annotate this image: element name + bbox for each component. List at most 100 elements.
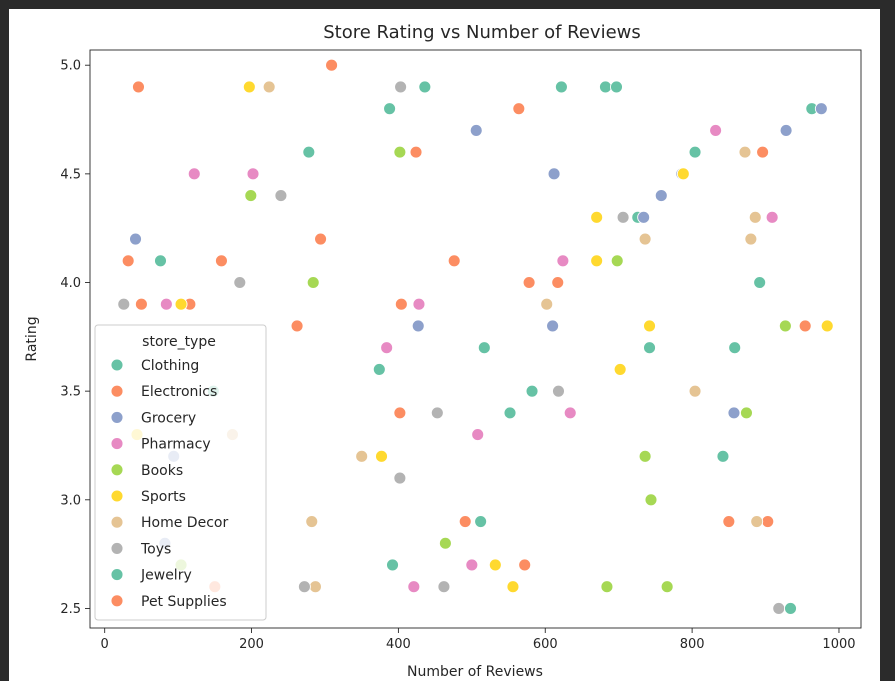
data-point-grocery	[637, 210, 651, 224]
data-point-grocery	[654, 189, 668, 203]
data-point-books	[610, 254, 624, 268]
data-point-books	[393, 145, 407, 159]
x-tick-label: 1000	[822, 637, 855, 652]
data-point-clothing	[302, 145, 316, 159]
data-point-sports	[820, 319, 834, 333]
data-point-home-decor	[748, 210, 762, 224]
legend-marker	[110, 358, 124, 372]
data-point-clothing	[474, 515, 488, 528]
data-point-grocery	[814, 102, 828, 116]
data-point-grocery	[779, 123, 793, 137]
data-point-grocery	[546, 319, 560, 333]
y-tick-label: 4.0	[60, 276, 81, 291]
data-point-clothing	[728, 341, 742, 355]
data-point-electronics	[756, 145, 770, 159]
legend-label: Clothing	[141, 358, 199, 374]
legend-marker	[110, 568, 124, 582]
data-point-electronics	[522, 276, 536, 289]
data-point-electronics	[214, 254, 228, 268]
x-axis-label: Number of Reviews	[407, 664, 543, 680]
data-point-electronics	[393, 406, 407, 420]
x-tick-label: 400	[386, 637, 411, 652]
data-point-home-decor	[305, 515, 319, 528]
data-point-electronics	[121, 254, 135, 268]
data-point-pharmacy	[556, 254, 570, 268]
data-point-sports	[590, 210, 604, 224]
data-point-electronics	[551, 276, 565, 289]
data-point-pharmacy	[563, 406, 577, 420]
y-tick-label: 2.5	[60, 602, 81, 617]
data-point-toys	[394, 80, 408, 94]
data-point-sports	[643, 319, 656, 333]
data-point-toys	[233, 276, 247, 289]
legend-marker	[110, 541, 124, 555]
data-point-home-decor	[540, 297, 554, 311]
data-point-sports	[375, 449, 388, 463]
y-axis: 2.5 3.0 3.5 4.0 4.5 5.0	[60, 59, 90, 617]
data-point-home-decor	[638, 232, 652, 246]
y-axis-label: Rating	[24, 316, 40, 361]
legend-label: Sports	[141, 489, 186, 505]
data-point-electronics	[325, 58, 339, 72]
scatter-chart: Store Rating vs Number of Reviews 0 200 40…	[24, 22, 862, 680]
chart-title: Store Rating vs Number of Reviews	[323, 22, 641, 43]
data-point-books	[600, 580, 614, 594]
data-point-books	[438, 536, 452, 550]
x-tick-label: 0	[101, 637, 109, 652]
data-point-toys	[552, 384, 565, 398]
data-point-clothing	[418, 80, 432, 94]
legend-marker	[110, 489, 124, 503]
data-point-pharmacy	[407, 580, 421, 594]
data-point-home-decor	[308, 580, 322, 594]
data-point-sports	[590, 254, 604, 268]
legend-marker	[110, 594, 124, 608]
data-point-toys	[616, 210, 630, 224]
data-point-electronics	[518, 558, 532, 572]
data-point-grocery	[411, 319, 425, 333]
data-point-electronics	[798, 319, 812, 333]
data-point-clothing	[383, 102, 397, 116]
legend-marker	[110, 384, 124, 398]
y-tick-label: 4.5	[60, 167, 81, 182]
x-axis: 0 200 400 600 800 1000	[101, 628, 856, 652]
data-point-pharmacy	[187, 167, 201, 181]
legend-label: Toys	[140, 541, 171, 557]
data-point-clothing	[716, 449, 730, 463]
data-point-electronics	[314, 232, 328, 246]
data-point-clothing	[554, 80, 568, 94]
data-point-electronics	[722, 515, 736, 528]
data-point-home-decor	[262, 80, 276, 94]
legend-label: Pet Supplies	[141, 594, 227, 610]
y-tick-label: 3.5	[60, 385, 81, 400]
data-point-clothing	[477, 341, 491, 355]
data-point-electronics	[409, 145, 423, 159]
data-point-electronics	[447, 254, 461, 268]
legend-marker	[110, 463, 124, 477]
legend-items: Clothing Electronics Grocery Pharmacy Books S…	[110, 358, 228, 610]
legend-marker	[110, 515, 124, 529]
legend-label: Books	[141, 463, 183, 479]
x-tick-label: 600	[533, 637, 558, 652]
data-point-grocery	[129, 232, 142, 246]
data-point-electronics	[458, 515, 472, 528]
plot-area	[89, 49, 862, 629]
data-point-home-decor	[738, 145, 752, 159]
data-point-jewelry	[784, 601, 797, 615]
data-point-electronics	[512, 102, 526, 116]
data-point-sports	[174, 297, 188, 311]
data-point-pharmacy	[412, 297, 426, 311]
data-point-pharmacy	[159, 297, 173, 311]
x-tick-label: 200	[239, 637, 264, 652]
data-point-electronics	[134, 297, 148, 311]
data-point-books	[306, 276, 320, 289]
legend-marker	[110, 437, 124, 451]
data-point-books	[740, 406, 753, 420]
x-tick-label: 800	[680, 637, 705, 652]
data-point-books	[660, 580, 674, 594]
legend-label: Grocery	[141, 410, 196, 426]
data-point-sports	[488, 558, 502, 572]
legend-label: Pharmacy	[141, 437, 211, 453]
data-point-clothing	[154, 254, 167, 268]
data-point-clothing	[688, 145, 702, 159]
y-tick-label: 3.0	[60, 493, 81, 508]
